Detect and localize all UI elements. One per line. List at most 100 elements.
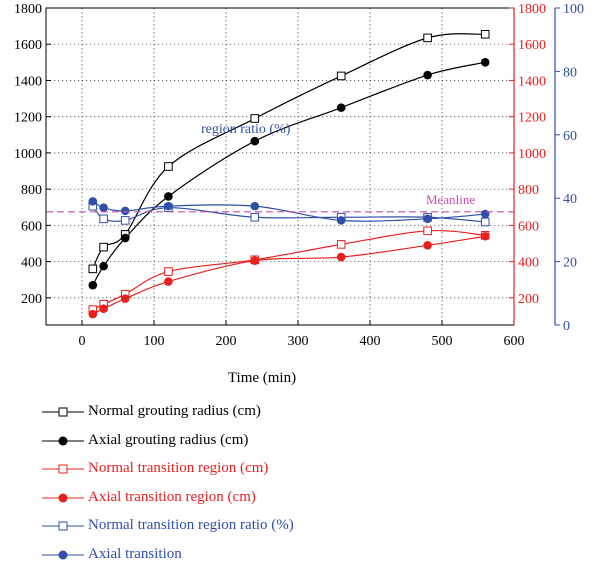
data-point-circle — [164, 192, 173, 201]
legend-item: Axial transition region (cm) — [40, 486, 600, 515]
data-point-circle — [164, 277, 173, 286]
y-red-tick-label: 800 — [518, 183, 539, 198]
y-left-tick-label: 200 — [21, 292, 42, 307]
plot-frame — [45, 7, 515, 326]
x-tick-label: 200 — [216, 334, 237, 349]
y-left-tick-label: 1400 — [14, 74, 42, 89]
data-point-square — [423, 33, 432, 43]
x-tick-label: 600 — [504, 334, 525, 349]
y-red-tick-label: 200 — [518, 292, 539, 307]
legend-marker-square — [58, 521, 68, 531]
legend-marker-square — [58, 407, 68, 417]
legend-item: Normal transition region ratio (%) — [40, 514, 600, 543]
data-point-circle — [423, 214, 432, 224]
x-tick-label: 400 — [360, 334, 381, 349]
legend-item: Axial grouting radius (cm) — [40, 429, 600, 458]
data-point-circle — [480, 209, 490, 219]
chart-svg: Meanline region ratio (%) 0 100 200 300 400 5… — [14, 2, 584, 386]
data-point-circle — [480, 58, 490, 67]
data-point-circle — [120, 233, 130, 243]
data-point-square — [480, 29, 490, 39]
legend-item: Normal transition region (cm) — [40, 457, 600, 486]
x-tick-label: 0 — [79, 334, 86, 349]
y-left-tick-label: 400 — [21, 256, 42, 271]
y-blue-tick-label: 100 — [563, 2, 584, 17]
data-point-circle — [120, 206, 130, 216]
data-point-square — [336, 71, 346, 81]
y-red-tick-label: 1000 — [518, 147, 546, 162]
meanline-label: Meanline — [426, 192, 475, 207]
series-curve — [92, 61, 486, 286]
grid-lines — [46, 7, 515, 326]
data-point-circle — [480, 231, 490, 241]
y-blue-tick-label: 60 — [563, 129, 577, 144]
y-red-tick-label: 1200 — [518, 111, 546, 126]
legend-label: Normal transition region (cm) — [88, 460, 269, 477]
x-axis-label: Time (min) — [228, 370, 296, 386]
data-point-circle — [336, 216, 346, 225]
data-point-square — [99, 214, 108, 224]
data-point-circle — [99, 203, 108, 213]
legend-marker-circle — [58, 493, 68, 503]
data-point-square — [164, 162, 173, 171]
y-left-tick-label: 1000 — [14, 147, 42, 162]
data-point-square — [250, 114, 260, 123]
data-point-circle — [423, 70, 432, 80]
x-tick-label: 300 — [288, 334, 309, 349]
x-tick-label: 500 — [432, 334, 453, 349]
data-point-circle — [88, 280, 98, 290]
legend-symbol — [42, 493, 84, 503]
y-left-tick-label: 1200 — [14, 111, 42, 126]
legend: Normal grouting radius (cm) Axial groutin… — [40, 400, 600, 572]
x-tick-label: 100 — [144, 334, 165, 349]
data-point-circle — [99, 261, 108, 271]
data-point-circle — [88, 197, 98, 206]
legend-marker-circle — [58, 550, 68, 560]
data-point-circle — [336, 252, 346, 262]
y-left-tick-label: 1600 — [14, 38, 42, 53]
series-markers — [88, 29, 490, 319]
data-point-square — [88, 264, 98, 274]
legend-symbol — [42, 407, 84, 417]
data-point-circle — [336, 103, 346, 112]
y-left-tick-label: 600 — [21, 219, 42, 234]
data-point-circle — [120, 294, 130, 304]
data-point-square — [336, 240, 346, 249]
y-red-tick-label: 1600 — [518, 38, 546, 53]
y-red-tick-label: 600 — [518, 219, 539, 234]
y-blue-tick-label: 40 — [563, 192, 577, 207]
data-point-circle — [99, 304, 108, 313]
legend-marker-circle — [58, 436, 68, 446]
y-left-tick-label: 800 — [21, 183, 42, 198]
data-point-square — [99, 242, 108, 252]
legend-label: Normal transition region ratio (%) — [88, 517, 294, 534]
data-point-square — [120, 216, 130, 225]
data-point-circle — [423, 240, 432, 250]
y-red-tick-label: 1800 — [518, 2, 546, 17]
data-point-square — [423, 226, 432, 236]
data-point-circle — [250, 256, 260, 265]
legend-symbol — [42, 550, 84, 560]
y-blue-tick-label: 0 — [563, 319, 570, 334]
region-ratio-label: region ratio (%) — [201, 122, 291, 137]
y-blue-tick-label: 80 — [563, 65, 577, 80]
data-point-circle — [250, 136, 260, 146]
y-left-tick-label: 1800 — [14, 2, 42, 17]
legend-item: Normal grouting radius (cm) — [40, 400, 600, 429]
data-point-circle — [250, 201, 260, 211]
legend-label: Normal grouting radius (cm) — [88, 403, 261, 419]
data-point-square — [250, 212, 260, 222]
legend-symbol — [42, 464, 84, 474]
y-blue-tick-label: 20 — [563, 256, 577, 271]
y-red-tick-label: 1400 — [518, 74, 546, 89]
legend-label: Axial transition — [88, 545, 182, 562]
axes: 0 100 200 300 400 500 600200400600800100012001… — [14, 2, 584, 349]
legend-label: Axial grouting radius (cm) — [88, 431, 249, 448]
data-point-square — [480, 217, 490, 227]
data-point-circle — [88, 309, 98, 319]
data-point-square — [164, 267, 173, 276]
legend-item: Axial transition — [40, 543, 600, 572]
data-point-circle — [164, 201, 173, 211]
legend-label: Axial transition region (cm) — [88, 488, 256, 505]
legend-marker-square — [58, 464, 68, 474]
